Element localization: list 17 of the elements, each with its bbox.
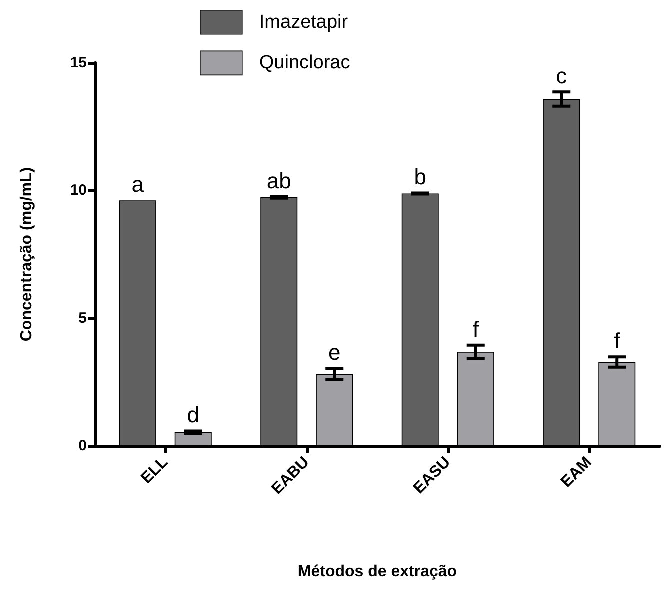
legend-label: Quinclorac (259, 52, 350, 74)
y-tick-label: 10 (70, 182, 87, 200)
data-label: b (414, 164, 426, 190)
x-tick-label: ELL (138, 454, 172, 488)
y-tick-label: 5 (78, 310, 87, 327)
data-label: f (614, 328, 622, 354)
y-tick-label: 15 (70, 54, 87, 72)
data-label: d (187, 402, 200, 428)
data-label: a (132, 172, 145, 198)
data-label: c (556, 64, 568, 89)
x-axis-title: Métodos de extração (298, 564, 458, 580)
y-axis-title: Concentração (mg/mL) (18, 167, 36, 342)
legend-label: Imazetapir (259, 12, 349, 33)
data-label: e (328, 340, 341, 366)
y-tick-label: 0 (78, 438, 87, 454)
data-label: ab (266, 168, 292, 194)
data-label: f (472, 316, 480, 342)
